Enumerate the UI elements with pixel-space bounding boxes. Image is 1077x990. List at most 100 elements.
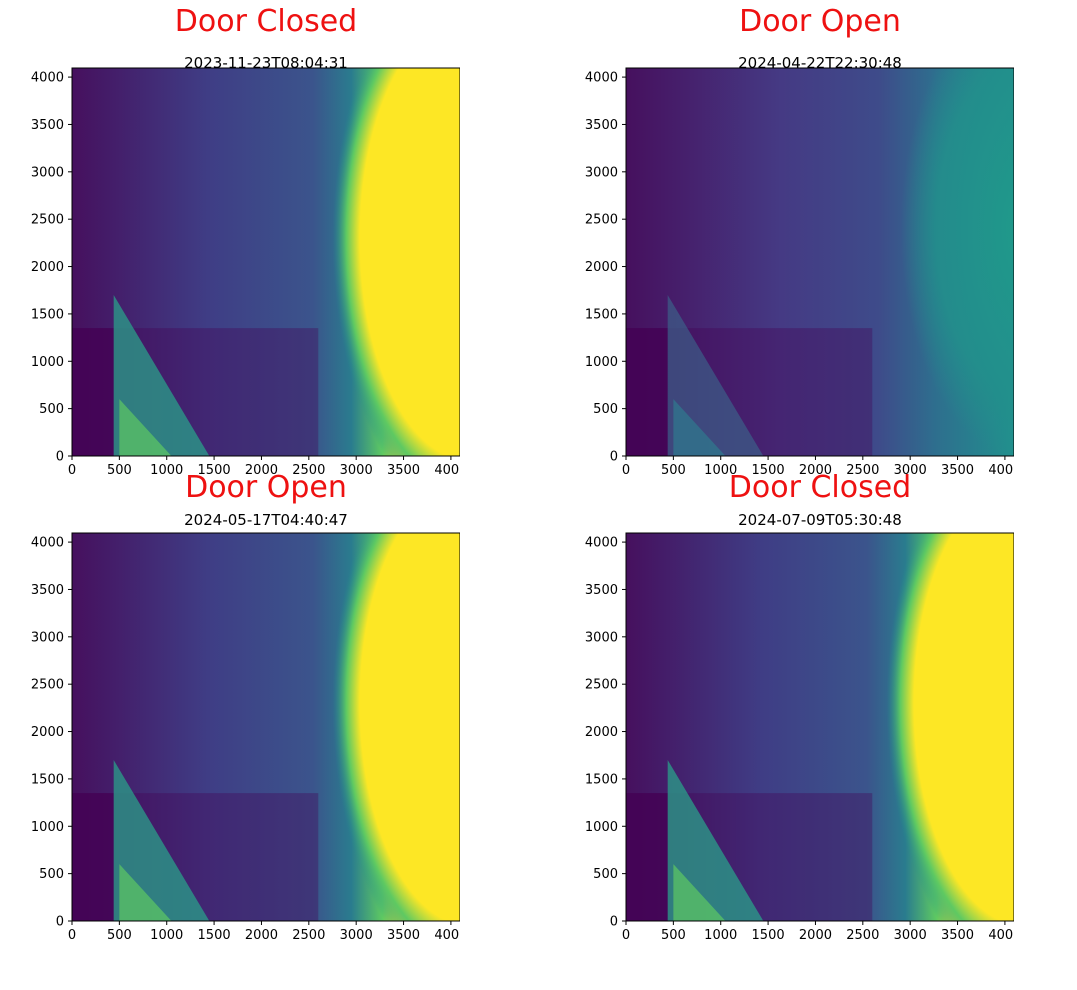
x-tick-label: 4000 — [434, 928, 460, 943]
y-tick-label: 0 — [56, 450, 64, 465]
y-tick-label: 2500 — [585, 678, 618, 693]
wedge-core — [119, 864, 172, 921]
x-tick-label: 0 — [622, 463, 630, 478]
x-tick-label: 3500 — [941, 463, 974, 478]
axes-frame — [625, 67, 1014, 457]
panel-3: 0 500 1000 1500 2000 2500 3000 3500 4000 0 500 1000… — [0, 470, 460, 945]
y-tick-label: 1000 — [585, 820, 618, 835]
chart-subtitle: 2023-11-23T08:04:31 — [184, 54, 348, 72]
y-tick-label: 3000 — [585, 165, 618, 180]
y-tick-label: 4000 — [31, 71, 64, 86]
left-dark-strip — [72, 328, 114, 456]
x-tick-label: 3500 — [941, 928, 974, 943]
axes-frame — [71, 532, 460, 922]
x-tick-label: 4000 — [988, 928, 1014, 943]
y-tick-label: 1000 — [585, 355, 618, 370]
x-tick-label: 1000 — [704, 463, 737, 478]
x-tick-label: 500 — [661, 463, 686, 478]
wedge-feature — [667, 759, 764, 921]
bright-lobe — [332, 533, 460, 921]
y-tick-label: 2000 — [31, 725, 64, 740]
wedge-feature — [667, 294, 764, 456]
x-tick-label: 0 — [68, 463, 76, 478]
x-tick-label: 500 — [107, 928, 132, 943]
wedge-feature — [113, 294, 210, 456]
wedge-core — [673, 864, 726, 921]
x-tick-label: 4000 — [988, 463, 1014, 478]
wedge-core — [119, 399, 172, 456]
x-tick-label: 500 — [107, 463, 132, 478]
x-tick-label: 3500 — [387, 463, 420, 478]
chart-subtitle: 2024-04-22T22:30:48 — [738, 54, 902, 72]
x-tick-label: 0 — [622, 928, 630, 943]
x-tick-label: 3000 — [340, 928, 373, 943]
panel-1: 0 500 1000 1500 2000 2500 3000 3500 4000 0 500 1000… — [0, 4, 460, 480]
heatmap-plot: 0 500 1000 1500 2000 2500 3000 3500 4000 0 500 1000… — [585, 67, 1014, 478]
y-tick-label: 500 — [39, 402, 64, 417]
left-dark-strip — [72, 793, 114, 921]
y-tick-label: 4000 — [585, 71, 618, 86]
y-tick-label: 3500 — [585, 583, 618, 598]
chart-title: Door Open — [185, 470, 347, 505]
y-tick-label: 4000 — [585, 536, 618, 551]
y-tick-label: 2500 — [31, 678, 64, 693]
y-tick-label: 3000 — [585, 630, 618, 645]
x-tick-label: 2500 — [292, 928, 325, 943]
x-tick-label: 2000 — [245, 463, 278, 478]
x-tick-label: 3000 — [340, 463, 373, 478]
y-tick-label: 3500 — [31, 118, 64, 133]
x-tick-label: 3000 — [894, 463, 927, 478]
y-tick-label: 1500 — [31, 772, 64, 787]
heatmap-plot: 0 500 1000 1500 2000 2500 3000 3500 4000 0 500 1000… — [31, 67, 460, 478]
x-tick-label: 3000 — [894, 928, 927, 943]
x-tick-label: 1000 — [150, 463, 183, 478]
heatmap-plot: 0 500 1000 1500 2000 2500 3000 3500 4000 0 500 1000… — [31, 532, 460, 943]
bright-lobe — [886, 533, 1014, 921]
x-tick-label: 1000 — [704, 928, 737, 943]
x-tick-label: 2500 — [846, 463, 879, 478]
bright-lobe — [332, 68, 460, 456]
x-tick-label: 4000 — [434, 463, 460, 478]
y-tick-label: 1000 — [31, 355, 64, 370]
x-tick-label: 0 — [68, 928, 76, 943]
y-tick-label: 2000 — [585, 260, 618, 275]
x-tick-label: 2500 — [846, 928, 879, 943]
x-tick-label: 2000 — [245, 928, 278, 943]
y-tick-label: 500 — [593, 867, 618, 882]
y-tick-label: 1500 — [585, 307, 618, 322]
faint-lobe — [900, 68, 1014, 456]
y-tick-label: 500 — [593, 402, 618, 417]
panel-4: 0 500 1000 1500 2000 2500 3000 3500 4000 0 500 1000… — [554, 470, 1014, 945]
x-tick-label: 1500 — [198, 928, 231, 943]
y-tick-label: 3000 — [31, 630, 64, 645]
y-tick-label: 1500 — [585, 772, 618, 787]
panel-2: 0 500 1000 1500 2000 2500 3000 3500 4000 0 500 1000… — [554, 4, 1014, 480]
x-tick-label: 2000 — [799, 928, 832, 943]
x-tick-label: 2000 — [799, 463, 832, 478]
x-tick-label: 3500 — [387, 928, 420, 943]
x-tick-label: 1500 — [198, 463, 231, 478]
y-tick-label: 2000 — [31, 260, 64, 275]
y-tick-label: 3000 — [31, 165, 64, 180]
chart-subtitle: 2024-05-17T04:40:47 — [184, 511, 348, 529]
wedge-feature — [113, 759, 210, 921]
y-tick-label: 500 — [39, 867, 64, 882]
y-tick-label: 2500 — [585, 213, 618, 228]
y-tick-label: 2000 — [585, 725, 618, 740]
x-tick-label: 1000 — [150, 928, 183, 943]
y-tick-label: 2500 — [31, 213, 64, 228]
y-tick-label: 3500 — [31, 583, 64, 598]
heatmap-plot: 0 500 1000 1500 2000 2500 3000 3500 4000 0 500 1000… — [585, 532, 1014, 943]
axes-frame — [71, 67, 460, 457]
y-tick-label: 0 — [610, 915, 618, 930]
axes-frame — [625, 532, 1014, 922]
chart-title: Door Closed — [728, 470, 912, 505]
left-dark-strip — [626, 793, 668, 921]
chart-subtitle: 2024-07-09T05:30:48 — [738, 511, 902, 529]
left-dark-strip — [626, 328, 668, 456]
x-tick-label: 2500 — [292, 463, 325, 478]
chart-title: Door Closed — [174, 4, 358, 39]
x-tick-label: 500 — [661, 928, 686, 943]
wedge-core — [673, 399, 726, 456]
chart-title: Door Open — [739, 4, 901, 39]
